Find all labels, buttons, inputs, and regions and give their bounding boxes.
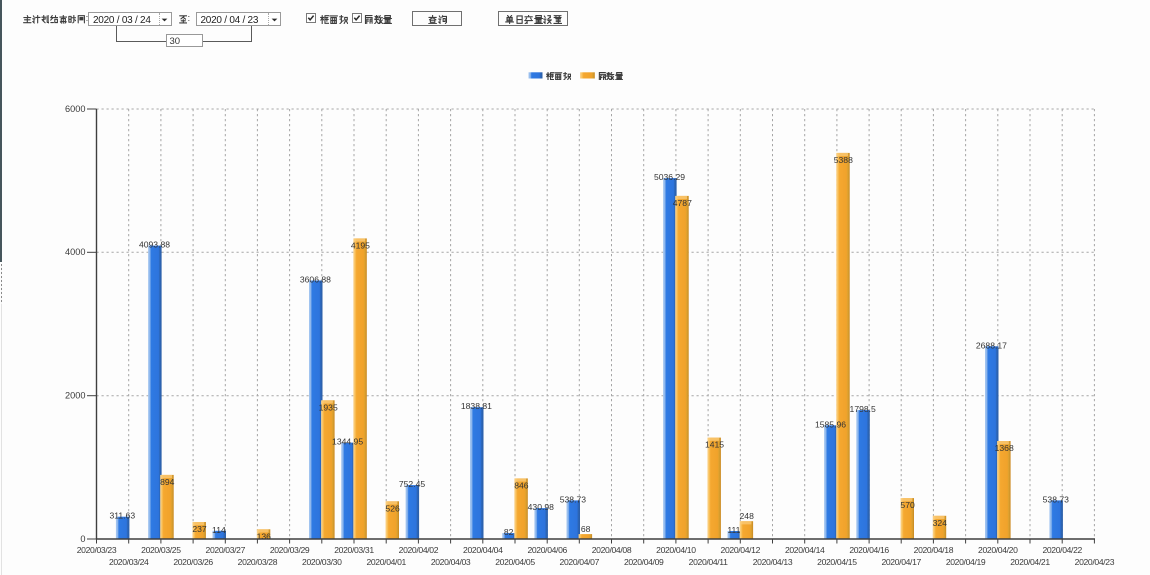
svg-text:1838.81: 1838.81 [461,401,492,411]
svg-text:2020/04/05: 2020/04/05 [495,557,535,567]
svg-text:538.73: 538.73 [560,494,587,504]
svg-text:2020/03/23: 2020/03/23 [77,545,117,555]
svg-text:752.45: 752.45 [399,479,426,489]
svg-text:2020/04/04: 2020/04/04 [463,545,503,555]
svg-text:2020/03/26: 2020/03/26 [173,557,213,567]
svg-text:430.98: 430.98 [528,502,555,512]
svg-text:4787: 4787 [673,198,692,208]
svg-text:6000: 6000 [65,104,85,114]
svg-text:2000: 2000 [65,391,85,401]
svg-text:2020/04/23: 2020/04/23 [1075,557,1115,567]
svg-text:2020/04/06: 2020/04/06 [527,545,567,555]
svg-text:2020/04/15: 2020/04/15 [817,557,857,567]
svg-text:2020/03/27: 2020/03/27 [206,545,246,555]
svg-text:5388: 5388 [834,155,853,165]
svg-text:311.63: 311.63 [109,511,135,521]
svg-text:2020/04/13: 2020/04/13 [753,557,793,567]
svg-text:2020/04/22: 2020/04/22 [1042,545,1082,555]
svg-text:2020/03/29: 2020/03/29 [270,545,310,555]
svg-text:1415: 1415 [705,440,724,450]
svg-text:68: 68 [581,524,591,534]
svg-text:2020/04/17: 2020/04/17 [881,557,921,567]
svg-text:324: 324 [933,518,948,528]
svg-text:2020/03/30: 2020/03/30 [302,557,342,567]
svg-text:4195: 4195 [351,240,370,250]
svg-text:2020/04/19: 2020/04/19 [946,557,986,567]
svg-text:1344.95: 1344.95 [332,437,363,447]
svg-text:846: 846 [514,480,529,490]
svg-text:114: 114 [212,525,226,535]
svg-text:1585.96: 1585.96 [815,419,846,429]
svg-text:248: 248 [740,511,755,521]
svg-text:2020/04/20: 2020/04/20 [978,545,1018,555]
svg-text:5036.29: 5036.29 [654,172,685,182]
svg-text:111: 111 [727,525,740,535]
svg-text:2020/04/08: 2020/04/08 [592,545,632,555]
svg-text:2020/04/21: 2020/04/21 [1010,557,1050,567]
svg-text:1798.5: 1798.5 [850,404,877,414]
svg-text:570: 570 [900,500,915,510]
svg-text:2020/03/25: 2020/03/25 [141,545,181,555]
svg-text:2020/04/11: 2020/04/11 [689,557,728,567]
svg-text:2020/03/28: 2020/03/28 [238,557,278,567]
svg-text:526: 526 [385,503,400,513]
svg-text:136: 136 [257,531,272,541]
svg-text:2020/04/07: 2020/04/07 [560,557,600,567]
svg-text:2020/04/16: 2020/04/16 [849,545,889,555]
svg-text:2020/03/24: 2020/03/24 [109,557,149,567]
svg-text:2020/04/10: 2020/04/10 [656,545,696,555]
svg-text:4093.88: 4093.88 [139,240,170,250]
svg-text:4000: 4000 [65,247,85,257]
svg-text:538.73: 538.73 [1043,494,1070,504]
svg-text:3606.88: 3606.88 [300,275,331,285]
svg-text:894: 894 [160,477,175,487]
svg-text:1368: 1368 [995,443,1014,453]
svg-text:237: 237 [192,524,207,534]
svg-text:82: 82 [504,527,514,537]
svg-text:2020/04/18: 2020/04/18 [914,545,954,555]
svg-text:1935: 1935 [319,402,338,412]
svg-text:2020/04/03: 2020/04/03 [431,557,471,567]
svg-text:0: 0 [80,534,85,544]
svg-text:2688.17: 2688.17 [976,340,1007,350]
svg-text:2020/04/14: 2020/04/14 [785,545,825,555]
svg-text:2020/04/12: 2020/04/12 [721,545,761,555]
svg-text:2020/04/09: 2020/04/09 [624,557,664,567]
svg-text:2020/04/01: 2020/04/01 [366,557,406,567]
svg-text:2020/04/02: 2020/04/02 [399,545,439,555]
svg-text:2020/03/31: 2020/03/31 [334,545,374,555]
